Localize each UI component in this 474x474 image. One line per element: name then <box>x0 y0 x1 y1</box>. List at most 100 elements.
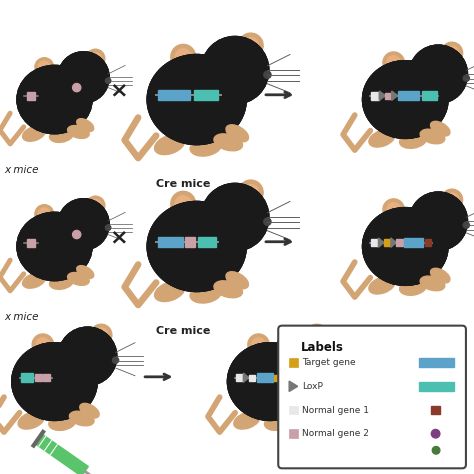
Ellipse shape <box>49 275 73 289</box>
Ellipse shape <box>35 205 54 223</box>
Ellipse shape <box>49 414 76 430</box>
Text: Normal gene 1: Normal gene 1 <box>302 406 369 414</box>
Circle shape <box>58 327 117 385</box>
Polygon shape <box>289 381 298 392</box>
Bar <box>35 374 42 381</box>
Ellipse shape <box>383 199 404 220</box>
Ellipse shape <box>363 208 448 285</box>
Bar <box>274 374 281 381</box>
Ellipse shape <box>226 125 248 142</box>
Circle shape <box>409 45 467 103</box>
Circle shape <box>201 36 269 104</box>
Bar <box>385 92 392 99</box>
Ellipse shape <box>441 42 463 64</box>
Bar <box>289 358 298 367</box>
Ellipse shape <box>363 208 448 285</box>
Ellipse shape <box>430 121 450 136</box>
Ellipse shape <box>23 273 46 288</box>
Ellipse shape <box>12 343 97 420</box>
Ellipse shape <box>32 334 54 356</box>
Circle shape <box>58 199 109 250</box>
Ellipse shape <box>17 212 92 281</box>
Bar <box>198 237 216 247</box>
Ellipse shape <box>35 58 54 76</box>
Ellipse shape <box>400 132 427 148</box>
Bar <box>158 90 190 100</box>
Ellipse shape <box>69 411 94 426</box>
Circle shape <box>58 327 117 385</box>
Polygon shape <box>378 238 384 247</box>
Ellipse shape <box>147 201 246 292</box>
Text: Cre mice: Cre mice <box>156 179 211 189</box>
Circle shape <box>58 52 109 103</box>
Ellipse shape <box>175 49 191 64</box>
Ellipse shape <box>68 273 89 285</box>
Circle shape <box>201 183 269 251</box>
Circle shape <box>328 357 334 363</box>
Bar <box>372 239 378 246</box>
Ellipse shape <box>238 33 263 58</box>
Ellipse shape <box>445 46 459 60</box>
Ellipse shape <box>400 279 427 295</box>
Circle shape <box>112 357 118 363</box>
Bar <box>289 429 298 438</box>
Ellipse shape <box>226 272 248 289</box>
Circle shape <box>58 199 109 250</box>
Bar <box>21 374 33 382</box>
Circle shape <box>409 192 467 250</box>
Polygon shape <box>379 91 385 100</box>
Bar <box>419 382 454 391</box>
Ellipse shape <box>17 212 92 281</box>
Ellipse shape <box>190 137 221 156</box>
Bar <box>396 239 402 246</box>
Ellipse shape <box>77 118 94 132</box>
Ellipse shape <box>363 61 448 138</box>
Ellipse shape <box>12 343 97 420</box>
Ellipse shape <box>86 49 105 68</box>
Ellipse shape <box>252 338 265 351</box>
Bar <box>289 406 298 414</box>
Ellipse shape <box>228 343 313 420</box>
Text: LoxP: LoxP <box>302 382 323 391</box>
Ellipse shape <box>214 134 243 151</box>
Bar <box>27 92 35 100</box>
Ellipse shape <box>17 212 92 281</box>
Ellipse shape <box>171 45 196 69</box>
Ellipse shape <box>234 412 260 429</box>
Ellipse shape <box>369 130 395 147</box>
Circle shape <box>274 327 332 385</box>
Ellipse shape <box>306 324 328 346</box>
Ellipse shape <box>445 193 459 207</box>
Ellipse shape <box>369 277 395 294</box>
Circle shape <box>431 429 440 438</box>
Ellipse shape <box>147 55 246 145</box>
Ellipse shape <box>155 135 185 155</box>
Circle shape <box>409 45 467 103</box>
Circle shape <box>58 327 117 385</box>
Circle shape <box>264 71 271 78</box>
Bar <box>193 90 219 100</box>
Ellipse shape <box>228 343 313 420</box>
Circle shape <box>58 52 109 103</box>
Ellipse shape <box>23 126 46 141</box>
Ellipse shape <box>363 208 448 285</box>
Ellipse shape <box>17 65 92 134</box>
Bar <box>404 238 423 247</box>
Ellipse shape <box>147 55 246 145</box>
Circle shape <box>201 183 269 251</box>
Circle shape <box>73 230 81 238</box>
Text: ×: × <box>109 80 128 100</box>
Text: Target gene: Target gene <box>302 358 356 367</box>
Ellipse shape <box>190 284 221 303</box>
Circle shape <box>274 327 332 385</box>
Circle shape <box>201 36 269 104</box>
Ellipse shape <box>80 403 99 418</box>
Ellipse shape <box>147 201 246 292</box>
Ellipse shape <box>38 61 50 73</box>
Ellipse shape <box>68 126 89 138</box>
Circle shape <box>58 52 109 103</box>
Bar <box>372 92 379 100</box>
Ellipse shape <box>91 324 112 346</box>
Circle shape <box>73 83 81 91</box>
Circle shape <box>463 222 469 228</box>
